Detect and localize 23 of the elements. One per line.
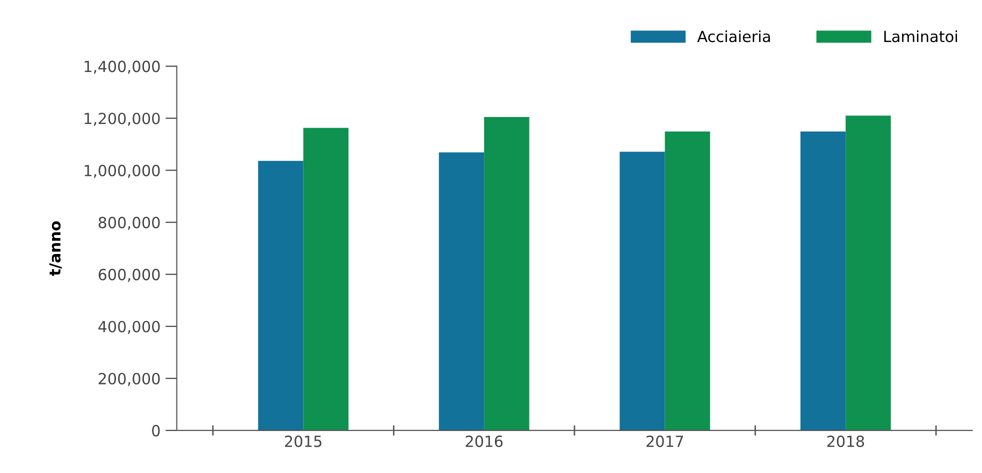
bar: [484, 116, 530, 430]
bar: [303, 128, 348, 430]
bar: [846, 116, 891, 430]
y-tick-label: 1,200,000: [84, 112, 160, 126]
y-tick-label: 600,000: [98, 268, 160, 282]
x-tick-label: 2015: [284, 436, 322, 448]
legend-label: Acciaieria: [697, 30, 770, 42]
bar: [438, 152, 484, 430]
y-tick-label: 400,000: [98, 320, 160, 334]
x-tick-label: 2018: [827, 436, 864, 448]
bar: [664, 132, 710, 430]
y-tick-label: 200,000: [98, 372, 160, 386]
bar: [258, 160, 304, 430]
y-axis-title: t/anno: [49, 221, 62, 276]
y-tick-label: 800,000: [98, 216, 160, 230]
bar: [800, 132, 846, 430]
y-tick-label: 0: [152, 424, 160, 436]
y-tick-label: 1,000,000: [84, 164, 160, 178]
legend-label: Laminatoi: [884, 30, 957, 42]
bar: [620, 152, 665, 430]
x-tick-label: 2016: [466, 436, 503, 448]
y-tick-label: 1,400,000: [84, 60, 160, 74]
x-tick-label: 2017: [646, 436, 683, 448]
